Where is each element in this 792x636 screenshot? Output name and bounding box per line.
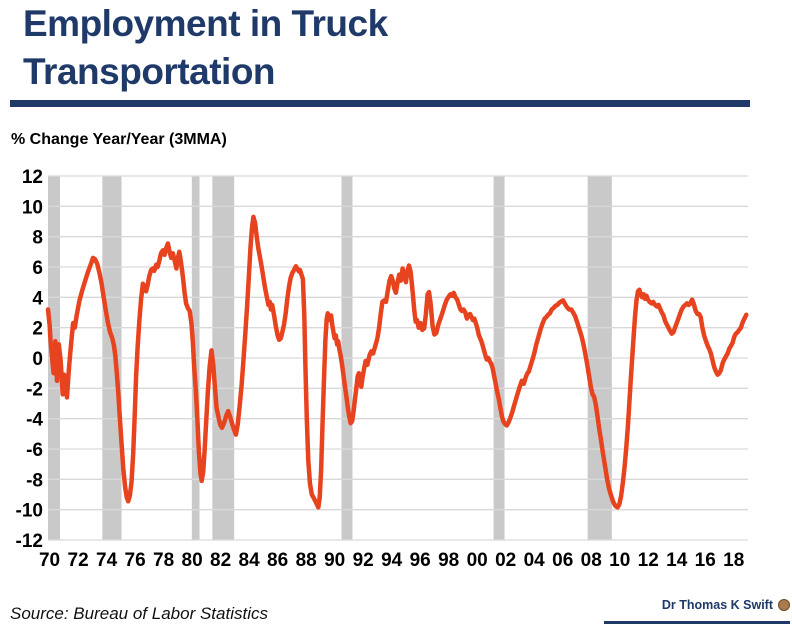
- x-tick-label: 78: [153, 550, 174, 571]
- x-tick-label: 96: [410, 550, 431, 571]
- y-tick-label: 0: [32, 349, 43, 370]
- x-tick-label: 08: [581, 550, 602, 571]
- x-tick-label: 84: [239, 550, 261, 571]
- x-tick-label: 12: [638, 550, 659, 571]
- x-tick-label: 76: [125, 550, 146, 571]
- x-tick-label: 88: [296, 550, 317, 571]
- page-title: Employment in Truck Transportation: [23, 3, 388, 92]
- x-tick-label: 00: [467, 550, 488, 571]
- x-tick-label: 92: [353, 550, 374, 571]
- x-tick-label: 10: [609, 550, 630, 571]
- series-line: [45, 214, 749, 510]
- y-tick-label: 6: [32, 258, 43, 279]
- y-tick-label: 8: [32, 228, 43, 249]
- x-tick-label: 86: [267, 550, 288, 571]
- y-tick-label: -4: [26, 410, 43, 431]
- x-tick-label: 80: [182, 550, 203, 571]
- y-tick-label: -8: [26, 470, 43, 491]
- x-tick-label: 94: [381, 550, 403, 571]
- y-tick-label: 12: [22, 167, 43, 188]
- x-tick-label: 98: [438, 550, 459, 571]
- y-tick-label: 4: [32, 288, 43, 309]
- x-tick-label: 70: [39, 550, 60, 571]
- x-tick-label: 04: [524, 550, 546, 571]
- x-tick-label: 16: [695, 550, 716, 571]
- x-tick-label: 72: [68, 550, 89, 571]
- x-tick-label: 18: [723, 550, 744, 571]
- y-tick-label: -6: [26, 440, 43, 461]
- credit-name: Dr Thomas K Swift: [661, 597, 773, 612]
- source-note: Source: Bureau of Labor Statistics: [10, 604, 268, 623]
- y-tick-label: -10: [16, 501, 43, 522]
- x-tick-label: 90: [324, 550, 345, 571]
- y-axis-title: % Change Year/Year (3MMA): [11, 131, 227, 148]
- credit-globe-icon: [778, 598, 790, 611]
- y-tick-label: 10: [22, 197, 43, 218]
- credit-block: Dr Thomas K Swift: [604, 596, 790, 624]
- title-underline-rule: [10, 100, 750, 107]
- y-tick-label: 2: [32, 319, 43, 340]
- x-tick-label: 74: [96, 550, 118, 571]
- y-tick-label: -12: [16, 531, 43, 552]
- credit-underline-rule: [604, 621, 790, 624]
- x-tick-label: 82: [210, 550, 231, 571]
- x-tick-label: 02: [495, 550, 516, 571]
- y-tick-label: -2: [26, 379, 43, 400]
- x-tick-label: 14: [666, 550, 688, 571]
- x-tick-label: 06: [552, 550, 573, 571]
